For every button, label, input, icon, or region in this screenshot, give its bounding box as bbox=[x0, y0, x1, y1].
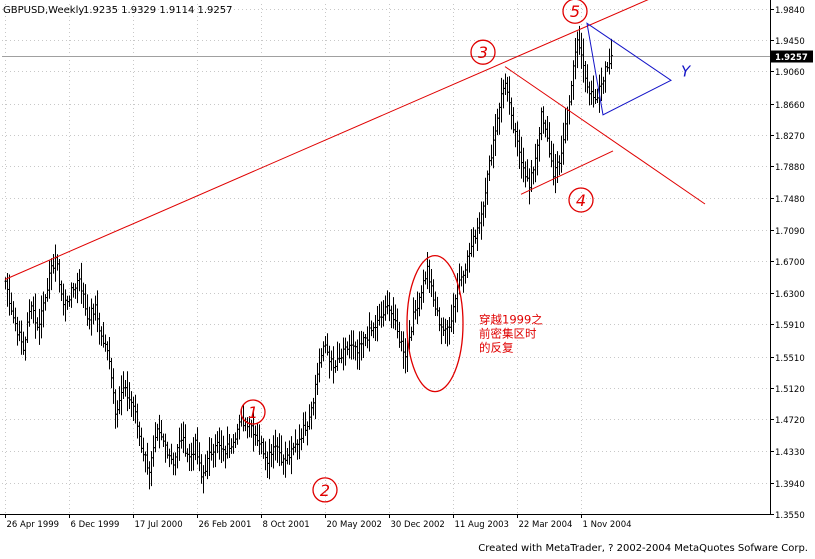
red-trendline bbox=[520, 150, 614, 195]
y-tick-label: 1.8660 bbox=[775, 101, 805, 111]
blue-triangle-pattern bbox=[586, 22, 672, 116]
wave-label: 5 bbox=[570, 2, 580, 21]
y-tick-label: 1.5120 bbox=[775, 385, 805, 395]
current-price-badge bbox=[771, 50, 813, 63]
red-trendline bbox=[4, 0, 649, 280]
red-ellipse-marker bbox=[406, 255, 464, 393]
y-tick-label: 1.8270 bbox=[775, 132, 805, 142]
chinese-annotation-line: 前密集区时 bbox=[479, 327, 537, 341]
y-tick-label: 1.7480 bbox=[775, 195, 805, 205]
wave-label-circle bbox=[470, 39, 496, 65]
y-tick-label: 1.6700 bbox=[775, 258, 805, 268]
x-tick-label: 20 May 2002 bbox=[327, 520, 382, 530]
footer-credit: Created with MetaTrader, ? 2002-2004 Met… bbox=[478, 543, 808, 554]
red-trendline bbox=[504, 66, 706, 205]
x-tick-label: 6 Dec 1999 bbox=[71, 520, 120, 530]
current-price-label: 1.9257 bbox=[775, 53, 808, 63]
y-tick-label: 1.5510 bbox=[775, 354, 805, 364]
wave-label-circle bbox=[562, 0, 588, 24]
chinese-annotation-line: 的反复 bbox=[479, 341, 514, 355]
y-tick-label: 1.7880 bbox=[775, 163, 805, 173]
x-tick-label: 30 Dec 2002 bbox=[391, 520, 445, 530]
ohlc-readout: 1.9235 1.9329 1.9114 1.9257 bbox=[83, 5, 233, 16]
y-tick-label: 1.9060 bbox=[775, 68, 805, 78]
y-annotation-label: Y bbox=[681, 62, 692, 80]
wave-label-circle bbox=[240, 399, 266, 425]
wave-label-circle bbox=[568, 187, 594, 213]
x-tick-label: 1 Nov 2004 bbox=[583, 520, 632, 530]
chinese-annotation-line: 穿越1999之 bbox=[479, 313, 543, 327]
y-tick-label: 1.6300 bbox=[775, 290, 805, 300]
x-tick-label: 17 Jul 2000 bbox=[135, 520, 183, 530]
x-tick-label: 22 Mar 2004 bbox=[519, 520, 573, 530]
y-tick-label: 1.5910 bbox=[775, 321, 805, 331]
chart-title: GBPUSD,Weekly bbox=[3, 5, 84, 16]
wave-label: 4 bbox=[576, 191, 586, 210]
y-tick-label: 1.3550 bbox=[775, 511, 805, 521]
x-tick-label: 26 Feb 2001 bbox=[199, 520, 252, 530]
x-tick-label: 26 Apr 1999 bbox=[7, 520, 60, 530]
y-tick-label: 1.9840 bbox=[775, 6, 805, 16]
x-tick-label: 8 Oct 2001 bbox=[263, 520, 310, 530]
x-tick-label: 11 Aug 2003 bbox=[455, 520, 509, 530]
wave-label: 3 bbox=[478, 43, 488, 62]
y-tick-label: 1.7090 bbox=[775, 227, 805, 237]
y-tick-label: 1.3940 bbox=[775, 480, 805, 490]
wave-label: 2 bbox=[320, 481, 330, 500]
y-tick-label: 1.4720 bbox=[775, 416, 805, 426]
wave-label-circle bbox=[312, 477, 338, 503]
y-tick-label: 1.9450 bbox=[775, 37, 805, 47]
y-tick-label: 1.4330 bbox=[775, 448, 805, 458]
wave-label: 1 bbox=[248, 403, 258, 422]
